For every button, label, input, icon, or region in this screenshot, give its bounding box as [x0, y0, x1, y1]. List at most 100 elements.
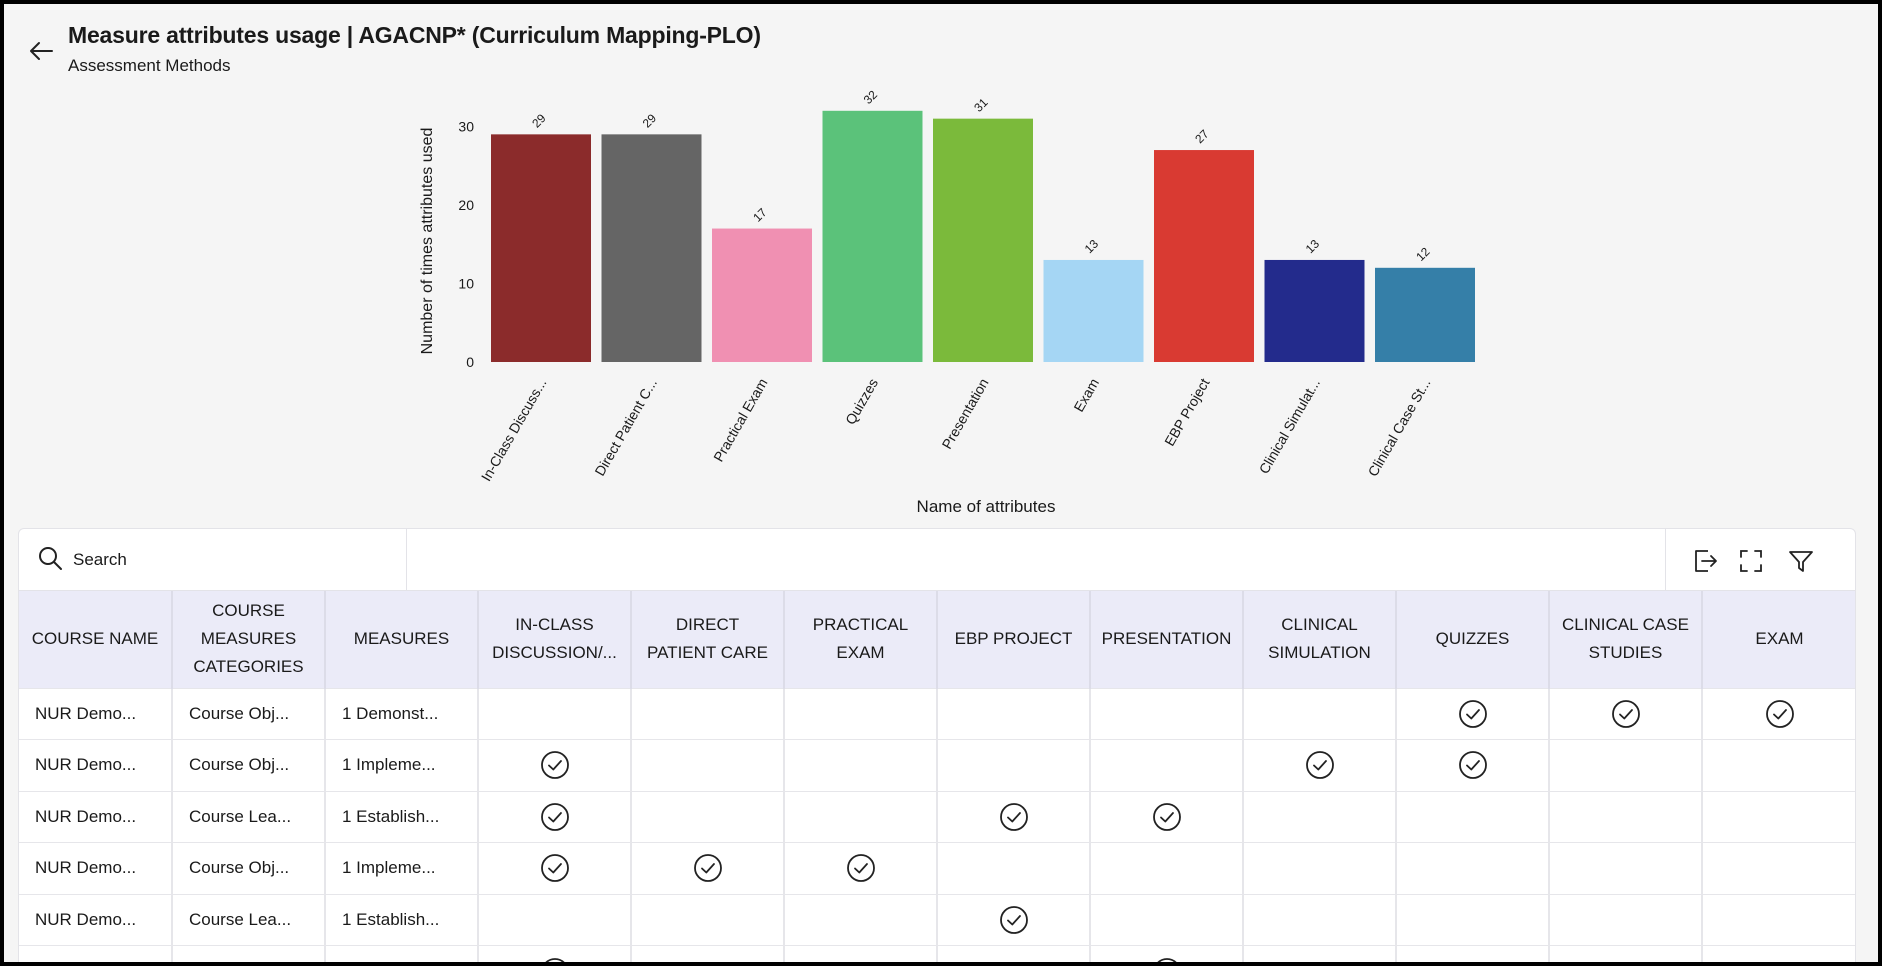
cell-attribute [784, 739, 938, 791]
cell-measure: 1 Establish... [325, 790, 479, 843]
cell-attribute [784, 687, 938, 740]
search-input[interactable] [73, 550, 373, 570]
cell-attribute [1396, 790, 1550, 843]
cell-attribute [631, 790, 785, 843]
cell-measure: 1 Impleme... [325, 739, 479, 791]
cell-attribute [1549, 893, 1703, 946]
column-header[interactable]: Clinical Simulation [1243, 591, 1397, 688]
cell-attribute [631, 945, 785, 962]
table-row[interactable]: NUR Demo... Course Obj... 1 Demonst... [19, 687, 1855, 740]
cell-attribute [937, 893, 1091, 946]
cell-attribute [1396, 739, 1550, 791]
table-toolbar [19, 529, 1855, 591]
cell-attribute [1243, 739, 1397, 791]
bar [601, 134, 702, 362]
bar [933, 118, 1033, 363]
cell-attribute [937, 687, 1091, 740]
y-axis-label: Number of times attributes used [419, 128, 436, 355]
cell-attribute [631, 893, 785, 946]
cell-course: NUR Demo... [19, 790, 173, 843]
check-circle-icon [540, 854, 569, 883]
page-subtitle: Assessment Methods [68, 56, 231, 75]
cell-category: Course Obj... [172, 687, 326, 740]
cell-category: Course Lea... [172, 893, 326, 946]
cell-attribute [937, 945, 1091, 962]
column-header[interactable]: Quizzes [1396, 591, 1550, 688]
cell-attribute [1243, 687, 1397, 740]
cell-attribute [1243, 842, 1397, 894]
column-header[interactable]: Direct Patient Care [631, 591, 785, 688]
x-tick-label: Clinical Simulat... [1256, 376, 1324, 477]
cell-attribute [1702, 687, 1855, 740]
cell-course: NUR Demo... [19, 687, 173, 740]
cell-attribute [1090, 945, 1244, 962]
table-row[interactable]: NUR Demo...Course Obj...1 Impleme... [19, 842, 1855, 894]
column-header[interactable]: Course Name [19, 591, 173, 688]
cell-attribute [784, 842, 938, 894]
cell-attribute [478, 945, 632, 962]
cell-attribute [1549, 945, 1703, 962]
cell-attribute [937, 739, 1091, 791]
cell-attribute [1090, 687, 1244, 740]
x-tick-label: Clinical Case St... [1364, 376, 1433, 480]
cell-attribute [937, 790, 1091, 843]
table-row[interactable]: NUR Demo...Course Obj...1 Impleme... [19, 739, 1855, 791]
column-header[interactable]: Measures [325, 591, 479, 688]
column-header[interactable]: Clinical Case Studies [1549, 591, 1703, 688]
cell-attribute [784, 790, 938, 843]
bar [822, 110, 923, 362]
cell-attribute [937, 842, 1091, 894]
check-circle-icon [846, 854, 875, 883]
column-header[interactable]: EBP Project [937, 591, 1091, 688]
check-circle-icon [544, 957, 565, 962]
cell-attribute [1396, 842, 1550, 894]
cell-attribute [1396, 945, 1550, 962]
cell-attribute [1243, 790, 1397, 843]
table-row[interactable]: NUR Demo... Course Lea... 1 Establish... [19, 790, 1855, 843]
cell-category: Course Lea... [172, 790, 326, 843]
cell-attribute [478, 842, 632, 894]
cell-course: NUR Demo... [19, 893, 173, 946]
x-tick-label: Presentation [938, 376, 991, 452]
fullscreen-icon[interactable] [1735, 545, 1767, 577]
export-icon[interactable] [1689, 545, 1721, 577]
check-circle-icon [1152, 802, 1181, 831]
cell-attribute [478, 739, 632, 791]
back-arrow-icon[interactable] [24, 34, 58, 68]
bar [491, 134, 591, 362]
cell-attribute [1702, 893, 1855, 946]
cell-attribute [1396, 687, 1550, 740]
bar-value-label: 13 [1303, 237, 1323, 257]
bar-value-label: 17 [750, 205, 770, 225]
cell-attribute [784, 893, 938, 946]
toolbar-divider [1665, 529, 1666, 591]
search-box[interactable] [19, 529, 407, 591]
column-header[interactable]: Presentation [1090, 591, 1244, 688]
column-header[interactable]: Practical Exam [784, 591, 938, 688]
filter-icon[interactable] [1785, 545, 1817, 577]
cell-measure: 1 Impleme... [325, 945, 479, 962]
cell-attribute [1702, 945, 1855, 962]
column-header[interactable]: Course Measures Categories [172, 591, 326, 688]
table-row[interactable]: NUR Demo... Course Lea... 1 Establish... [19, 893, 1855, 946]
cell-attribute [1396, 893, 1550, 946]
cell-attribute [1549, 842, 1703, 894]
data-table-panel: Course NameCourse Measures CategoriesMea… [18, 528, 1856, 962]
bar-value-label: 12 [1413, 244, 1433, 264]
cell-attribute [478, 687, 632, 740]
cell-attribute [631, 842, 785, 894]
bar [1375, 267, 1475, 362]
check-circle-icon [1458, 751, 1487, 780]
check-circle-icon [999, 802, 1028, 831]
table-row[interactable]: NUR Demo...Course Obj...1 Impleme... [19, 945, 1855, 962]
check-circle-icon [693, 854, 722, 883]
bar-value-label: 13 [1082, 237, 1102, 257]
y-tick-label: 20 [458, 197, 474, 213]
column-header[interactable]: Exam [1702, 591, 1855, 688]
app-window: Measure attributes usage | AGACNP* (Curr… [4, 4, 1878, 962]
attributes-table: Course Name Course Measures Categories Mea… [19, 591, 1855, 962]
cell-category: Course Obj... [172, 739, 326, 791]
column-header[interactable]: In-Class Discussion/... [478, 591, 632, 688]
check-circle-icon [1765, 699, 1794, 728]
check-circle-icon [1305, 751, 1334, 780]
